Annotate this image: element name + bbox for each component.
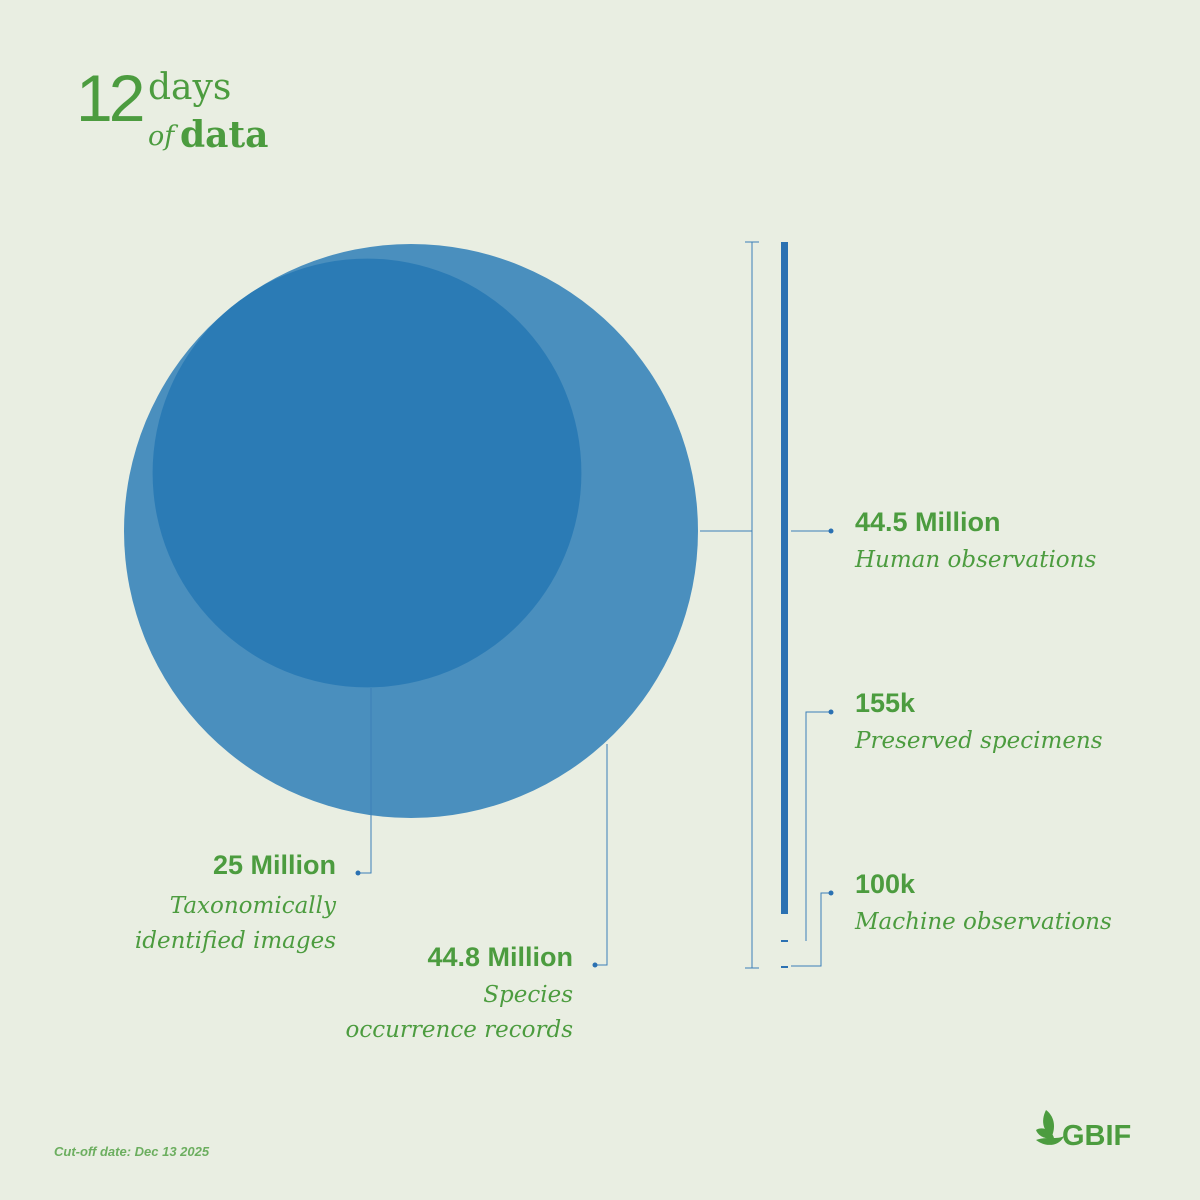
circle-group [124,244,698,818]
occurrence-value: 44.8 Million [427,942,573,972]
images-caption-line1: Taxonomically [170,893,337,919]
machine-leader-dot [828,890,834,896]
images-label: 25 Million Taxonomically identified imag… [135,850,337,954]
bracket [700,241,759,969]
human-leader-dot [828,528,834,534]
preserved-specimens-bar [781,940,788,942]
leaf-icon [1036,1110,1064,1145]
images-value: 25 Million [213,850,336,880]
title-days: days [148,67,231,108]
title-block: 12 days of data [76,61,268,156]
occurrence-leader-dot [592,962,598,968]
bar-segments [781,242,788,968]
occurrence-caption-line2: occurrence records [346,1017,574,1043]
machine-observations-bar [781,966,788,968]
preserved-caption: Preserved specimens [854,728,1103,754]
title-number: 12 [76,61,143,135]
machine-label: 100k Machine observations [854,869,1112,935]
bar-leaders [791,530,829,967]
preserved-leader-dot [828,709,834,715]
title-data: data [180,114,268,156]
images-leader [359,688,372,874]
images-caption-line2: identified images [135,928,336,954]
human-caption: Human observations [854,547,1096,573]
cutoff-date: Cut-off date: Dec 13 2025 [54,1144,210,1159]
preserved-label: 155k Preserved specimens [854,688,1103,754]
human-observations-bar [781,242,788,914]
occurrence-label: 44.8 Million Species occurrence records [346,942,574,1043]
gbif-wordmark: GBIF [1062,1120,1131,1152]
occurrence-caption-line1: Species [483,982,573,1008]
occurrence-leader [596,744,608,966]
gbif-logo: GBIF [1036,1110,1131,1152]
taxonomic-images-circle [152,258,582,688]
machine-caption: Machine observations [854,909,1112,935]
preserved-value: 155k [855,688,916,718]
machine-value: 100k [855,869,916,899]
images-leader-dot [355,870,361,876]
human-label: 44.5 Million Human observations [854,507,1096,573]
title-of: of [148,121,178,152]
human-value: 44.5 Million [855,507,1001,537]
